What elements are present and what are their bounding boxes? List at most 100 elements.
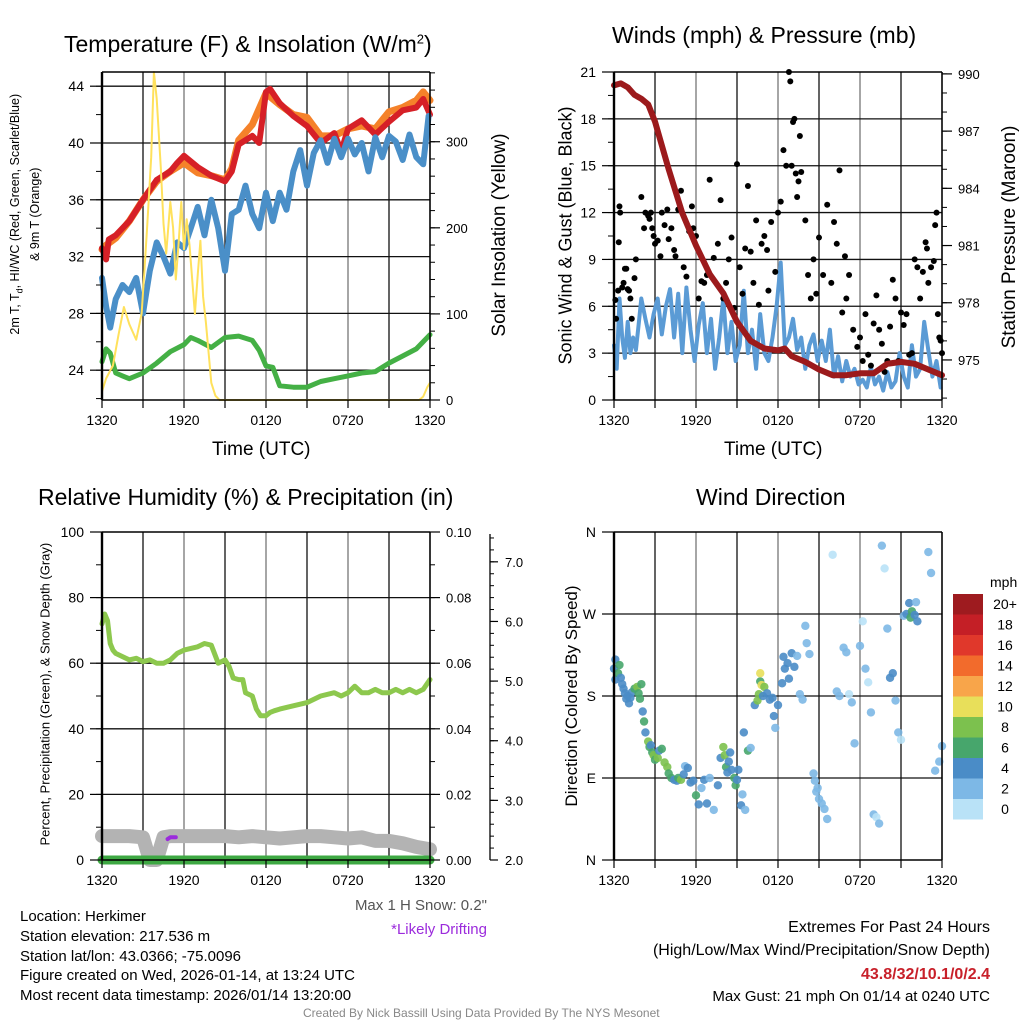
wind-direction-point	[784, 674, 794, 683]
gust-point	[701, 279, 708, 286]
series-relative-humidity	[99, 611, 433, 719]
wind-direction-point	[930, 766, 940, 775]
gust-point	[922, 239, 929, 246]
gust-point	[672, 253, 679, 260]
x-tick-label: 1920	[680, 872, 711, 888]
gust-point	[824, 201, 831, 208]
gust-point	[876, 326, 883, 333]
wind-direction-point	[874, 819, 884, 828]
gust-point	[930, 257, 937, 264]
solar-y2label: Solar Insolation (Yellow)	[489, 133, 510, 337]
wind-ylabel: Sonic Wind & Gust (Blue, Black)	[555, 106, 576, 365]
y-tick-label: 24	[68, 362, 84, 378]
wind-direction-point	[709, 805, 718, 815]
gust-point	[772, 268, 779, 275]
gust-point	[647, 209, 654, 216]
gust-point	[739, 290, 746, 297]
gust-point	[761, 233, 768, 239]
legend-title: mph	[990, 574, 1018, 590]
wind-direction-point	[635, 694, 645, 703]
gust-point	[654, 237, 661, 244]
wind-direction-point	[905, 598, 914, 608]
gust-point	[889, 276, 896, 283]
gust-point	[850, 326, 857, 333]
gust-point	[802, 217, 809, 224]
wind-direction-point	[880, 564, 889, 573]
wind-direction-point	[769, 711, 779, 721]
y2-tick-label: 200	[446, 221, 468, 236]
temp-ylabel: 2m T, Td, HI/WC (Red, Green, Scarlet/Blu…	[7, 93, 42, 335]
gust-point	[695, 295, 702, 302]
wind-direction-point	[801, 621, 810, 631]
y2-tick-label: 990	[958, 67, 980, 82]
gust-point	[836, 167, 843, 174]
legend-swatch	[953, 635, 983, 656]
x-tick-label: 0120	[250, 872, 281, 888]
wind-direction-point	[913, 617, 922, 626]
wind-direction-point	[805, 649, 814, 659]
pressure-y2label: Station Pressure (Maroon)	[999, 125, 1020, 349]
gust-point	[828, 279, 835, 286]
snow-axis-label: 5.0	[505, 674, 523, 689]
series-station-pressure	[611, 80, 945, 379]
wdir-chart-title: Wind Direction	[696, 484, 846, 510]
gust-point	[923, 245, 930, 252]
x-tick-label: 1320	[414, 872, 445, 888]
credit-text: Created By Nick Bassill Using Data Provi…	[303, 1006, 660, 1020]
info-elevation: Station elevation: 217.536 m	[20, 928, 211, 945]
gust-point	[787, 78, 794, 85]
gust-point	[615, 287, 622, 294]
info-location: Location: Herkimer	[20, 908, 146, 925]
gust-point	[839, 309, 846, 316]
gust-point	[791, 115, 798, 122]
wdir-ylabel: Direction (Colored By Speed)	[562, 585, 581, 807]
wind-direction-point	[866, 708, 876, 717]
wind-chart-title: Winds (mph) & Pressure (mb)	[612, 22, 917, 48]
wind-direction-point	[705, 773, 714, 783]
gust-point	[665, 236, 672, 243]
gust-point	[747, 248, 754, 255]
wind-direction-point	[777, 679, 787, 688]
y2-tick-label: 987	[958, 124, 980, 139]
wind-direction-point	[719, 742, 728, 752]
wind-direction-point	[616, 673, 626, 682]
y-tick-label: 3	[588, 345, 596, 361]
gust-point	[867, 362, 874, 369]
snow-axis-label: 3.0	[505, 793, 523, 808]
legend-swatch	[953, 737, 983, 758]
info-latlon: Station lat/lon: 43.0366; -75.0096	[20, 948, 242, 965]
rh-chart-title: Relative Humidity (%) & Precipitation (i…	[38, 484, 454, 510]
gust-point	[736, 264, 743, 271]
wind-direction-point	[639, 717, 649, 726]
gust-point	[900, 322, 907, 329]
y-tick-label: 28	[68, 305, 84, 321]
wind-direction-point	[646, 741, 656, 750]
gust-point	[911, 256, 918, 263]
gust-point	[744, 183, 751, 190]
legend-swatch	[953, 799, 983, 820]
gust-point	[725, 256, 732, 263]
x-tick-label: 1320	[598, 872, 629, 888]
gust-point	[794, 193, 801, 200]
gust-point	[617, 209, 624, 216]
gust-point	[753, 217, 760, 224]
y2-tick-label: 981	[958, 239, 980, 254]
x-tick-label: 0120	[762, 872, 793, 888]
y-tick-label: E	[587, 770, 596, 786]
legend-label: 2	[1001, 781, 1009, 797]
wind-direction-point	[813, 783, 822, 793]
x-tick-label: 1320	[86, 872, 117, 888]
wind-direction-point	[855, 641, 865, 651]
legend-label: 0	[1001, 801, 1009, 817]
y2-tick-label: 0.00	[446, 853, 471, 868]
y-tick-label: 60	[68, 655, 84, 671]
y-tick-label: N	[586, 524, 596, 540]
gust-point	[798, 168, 805, 175]
gust-point	[619, 284, 626, 291]
legend-label: 10	[997, 699, 1013, 715]
temp-title-text: Temperature (F) & Insolation (W/m	[64, 31, 417, 57]
gust-point	[859, 357, 866, 364]
wind-direction-point	[828, 550, 837, 559]
wind-xlabel: Time (UTC)	[724, 439, 823, 460]
gust-point	[932, 222, 939, 229]
